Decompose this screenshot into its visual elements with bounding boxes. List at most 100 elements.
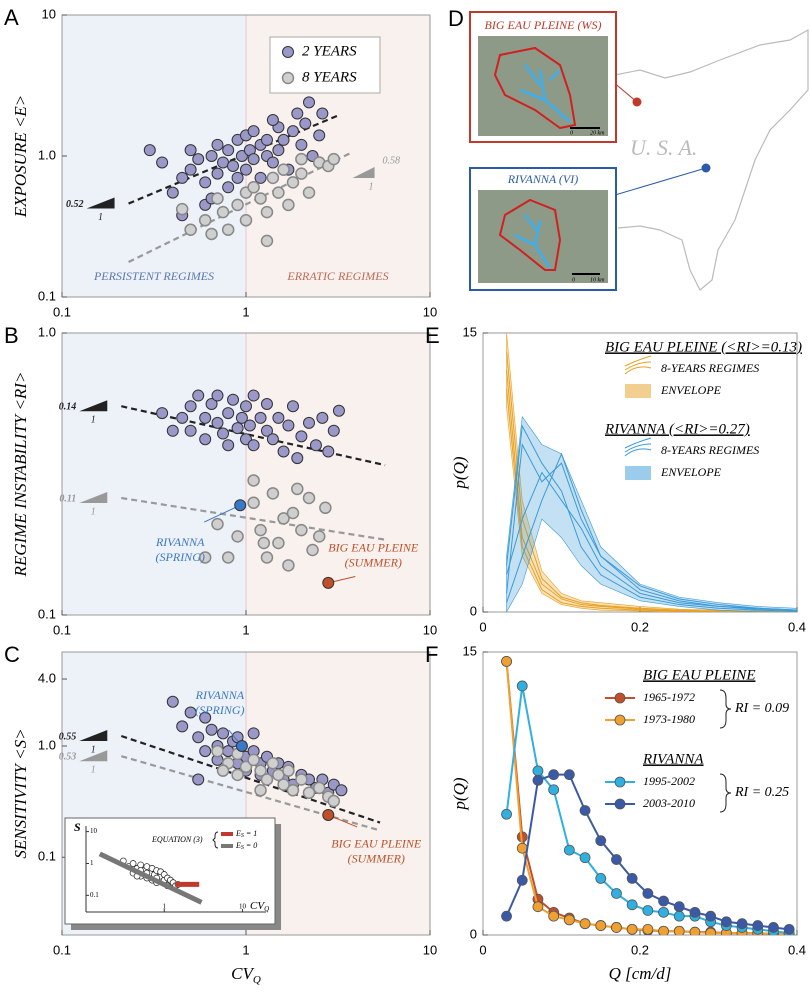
legend-label: ENVELOPE xyxy=(660,465,722,479)
data-point xyxy=(277,445,290,458)
highlight-label: BIG EAU PLEINE xyxy=(328,541,419,555)
coastline xyxy=(614,28,809,291)
data-point xyxy=(312,530,326,543)
data-point xyxy=(783,923,795,935)
data-point xyxy=(156,407,169,420)
data-point xyxy=(240,400,252,413)
data-point xyxy=(247,496,260,510)
panel-letter: F xyxy=(425,642,438,667)
data-point xyxy=(277,163,290,176)
legend-line-icon xyxy=(624,437,652,457)
data-point xyxy=(295,523,308,537)
data-point xyxy=(257,536,271,550)
legend-group-title: RIVANNA xyxy=(642,751,704,767)
slope-run: 1 xyxy=(91,764,96,775)
data-point xyxy=(277,512,290,525)
ri-label: RI = 0.25 xyxy=(734,785,789,800)
trend-line xyxy=(128,114,340,205)
inset-legend-label: ES = 1 xyxy=(235,829,257,840)
data-point xyxy=(327,152,341,166)
inset-legend-sub: S xyxy=(241,833,244,839)
data-point xyxy=(316,107,329,120)
river xyxy=(519,64,571,123)
data-point xyxy=(563,769,575,781)
slope-triangle xyxy=(352,167,375,179)
data-point xyxy=(184,163,197,176)
slope-triangle xyxy=(79,491,108,503)
data-point xyxy=(595,835,607,847)
inset-point xyxy=(129,860,137,867)
river xyxy=(514,214,552,269)
data-point xyxy=(768,922,779,933)
data-point xyxy=(532,765,544,777)
data-point xyxy=(184,223,197,236)
data-point xyxy=(222,407,235,420)
data-point xyxy=(611,854,622,865)
legend-brace xyxy=(719,689,732,729)
data-point xyxy=(626,923,638,935)
data-point xyxy=(247,727,260,740)
legend-group-title: RIVANNA (<RI>=0.27) xyxy=(604,421,750,437)
data-point xyxy=(211,167,224,180)
slope-run: 1 xyxy=(91,415,96,426)
data-point xyxy=(176,720,189,733)
y-tick-label: 4.0 xyxy=(38,670,56,685)
data-point xyxy=(211,744,224,758)
data-point xyxy=(184,706,197,719)
trend-line xyxy=(120,734,381,824)
inset-brace xyxy=(212,831,219,849)
x-tick-label: 10 xyxy=(423,304,437,319)
inset-y-tick-label: 10 xyxy=(90,827,98,835)
data-point xyxy=(720,916,732,928)
data-point xyxy=(272,536,285,550)
legend-marker xyxy=(281,71,295,85)
data-point xyxy=(302,786,316,800)
legend-envelope-icon xyxy=(625,466,651,480)
data-point xyxy=(642,888,654,899)
data-point xyxy=(302,186,316,199)
x-tick-label: 0.2 xyxy=(631,619,649,634)
regime-region xyxy=(62,15,246,297)
data-point xyxy=(282,764,295,777)
inset-x-label-sub: Q xyxy=(264,905,269,913)
regime-region xyxy=(62,333,246,615)
data-point xyxy=(221,223,235,236)
y-tick-label: 1.0 xyxy=(38,324,56,339)
x-axis-label: Q [cm/d] xyxy=(609,964,672,983)
inset-model-line xyxy=(98,851,203,905)
data-point xyxy=(286,125,299,138)
inset-x-label-main: CV xyxy=(250,900,265,912)
y-axis-label: REGIME INSTABILITY <RI> xyxy=(11,372,30,578)
data-point xyxy=(705,910,717,922)
slope-triangle xyxy=(86,197,115,209)
highlight-connector xyxy=(203,504,241,523)
data-point xyxy=(260,205,274,219)
x-tick-label: 0.1 xyxy=(53,304,71,319)
data-point xyxy=(501,808,512,820)
slope-label: 0.58 xyxy=(383,155,401,166)
scale-label: 0 xyxy=(570,130,573,136)
data-point xyxy=(247,153,260,166)
data-point xyxy=(626,873,638,884)
data-point xyxy=(239,214,253,227)
data-point xyxy=(166,424,179,437)
data-point xyxy=(299,117,312,130)
data-point xyxy=(303,416,316,429)
data-point xyxy=(658,906,669,918)
data-point xyxy=(579,918,591,930)
y-tick-label: 0.1 xyxy=(38,849,56,864)
site-name: BIG EAU PLEINE (WS) xyxy=(485,18,602,32)
data-point xyxy=(176,411,189,424)
plot-area xyxy=(128,96,352,264)
data-point xyxy=(548,910,560,922)
data-point xyxy=(266,171,280,185)
data-point xyxy=(247,753,260,767)
slope-run: 1 xyxy=(91,744,96,755)
connector xyxy=(614,167,707,196)
x-tick-label: 1 xyxy=(242,942,249,957)
data-point xyxy=(192,731,205,744)
inset-legend-eq: = 0 xyxy=(246,841,257,850)
y-tick-label: 0 xyxy=(470,603,477,618)
legend-label: 1965-1972 xyxy=(643,690,695,704)
data-point xyxy=(689,906,701,918)
